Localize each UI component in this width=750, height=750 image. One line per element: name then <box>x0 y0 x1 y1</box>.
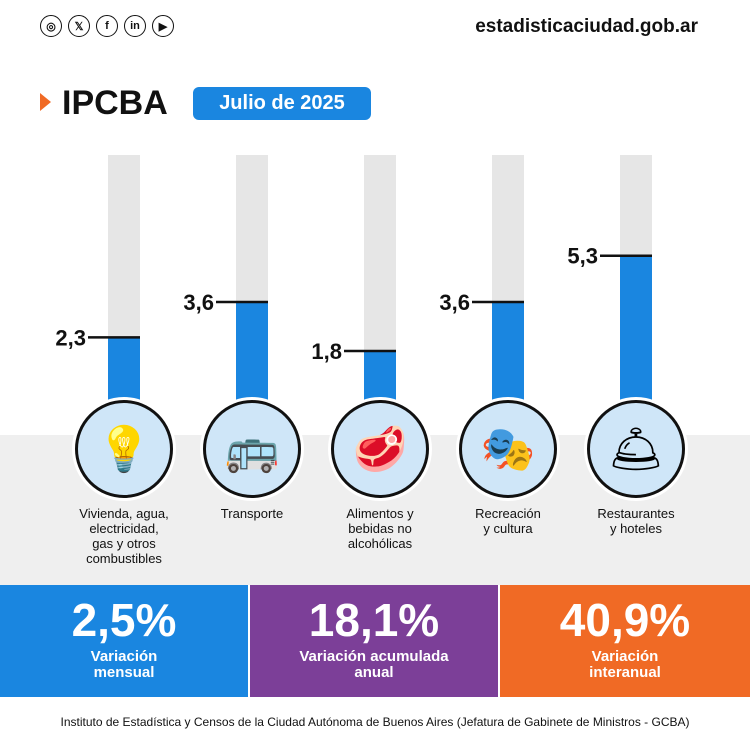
summary-interannual: 40,9% Variación interanual <box>500 585 750 697</box>
category-label: Transporte <box>220 506 284 521</box>
x-icon[interactable]: 𝕏 <box>68 15 90 37</box>
data-label: 5,3 <box>567 244 598 269</box>
summary-label: Variación interanual <box>589 648 661 681</box>
summary-monthly: 2,5% Variación mensual <box>0 585 248 697</box>
bus-icon: 🚌 <box>203 400 301 498</box>
bar <box>108 337 140 400</box>
meat-icon: 🥩 <box>331 400 429 498</box>
linkedin-icon[interactable]: in <box>124 15 146 37</box>
bar <box>364 351 396 400</box>
summary-cumulative: 18,1% Variación acumulada anual <box>250 585 498 697</box>
data-label: 1,8 <box>311 339 342 364</box>
bar <box>492 302 524 400</box>
summary-value: 18,1% <box>308 594 440 646</box>
category-label: Recreación y cultura <box>475 506 541 536</box>
data-label: 3,6 <box>439 290 470 315</box>
arrow-icon <box>40 93 51 111</box>
lightbulb-icon: 💡 <box>75 400 173 498</box>
page-title: IPCBA <box>62 84 168 122</box>
social-links: ◎ 𝕏 f in ▶ <box>40 15 174 37</box>
bar <box>236 302 268 400</box>
instagram-icon[interactable]: ◎ <box>40 15 62 37</box>
footer-source: Instituto de Estadística y Censos de la … <box>60 715 690 729</box>
summary-label: Variación acumulada anual <box>299 648 449 681</box>
bar <box>620 255 652 400</box>
summary-value: 2,5% <box>71 594 177 646</box>
category-label: Vivienda, agua, electricidad, gas y otros c… <box>79 506 169 566</box>
bar-chart: 2,3 3,6 1,8 3,6 5,3 <box>55 155 652 400</box>
category-label: Restaurantes y hoteles <box>597 506 675 536</box>
category-label: Alimentos y bebidas no alcohólicas <box>346 506 414 551</box>
period-badge: Julio de 2025 <box>193 87 371 120</box>
facebook-icon[interactable]: f <box>96 15 118 37</box>
site-url[interactable]: estadisticaciudad.gob.ar <box>475 16 698 37</box>
data-label: 2,3 <box>55 325 86 350</box>
data-label: 3,6 <box>183 290 214 315</box>
service-bell-icon: 🛎 <box>587 400 685 498</box>
summary-label: Variación mensual <box>90 648 158 681</box>
youtube-icon[interactable]: ▶ <box>152 15 174 37</box>
theater-masks-icon: 🎭 <box>459 400 557 498</box>
summary-value: 40,9% <box>559 594 691 646</box>
